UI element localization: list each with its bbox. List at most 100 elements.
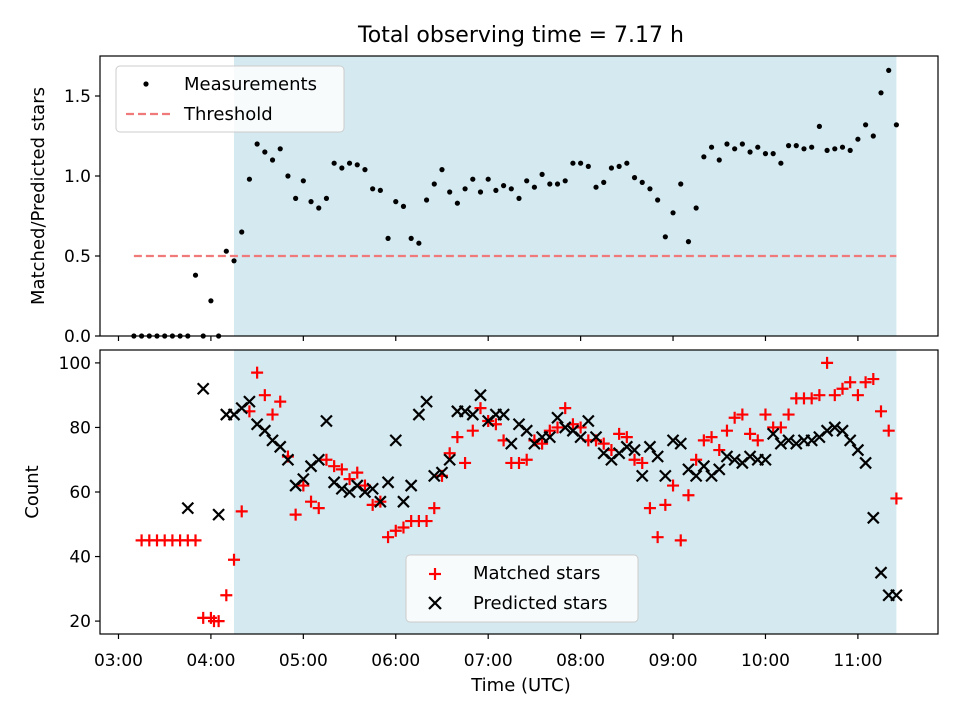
matched-star-point [466, 424, 479, 437]
predicted-star-point [782, 434, 795, 447]
measurement-point [508, 186, 514, 192]
measurement-point [839, 144, 846, 150]
x-tick-label: 09:00 [649, 651, 698, 671]
top-panel-frame [99, 55, 939, 337]
measurement-point [732, 146, 738, 152]
measurement-point [370, 186, 376, 192]
predicted-star-point [843, 434, 857, 447]
matched-star-point [451, 431, 464, 444]
predicted-star-point [551, 411, 564, 425]
measurement-point [539, 171, 545, 177]
matched-star-point [543, 424, 556, 437]
predicted-star-point [674, 437, 688, 450]
bottom-y-tick-label: 40 [69, 548, 91, 568]
predicted-star-point [427, 469, 441, 483]
matched-star-point [305, 495, 318, 508]
measurement-point [701, 154, 707, 160]
matched-star-point [274, 395, 287, 408]
matched-star-point [620, 431, 633, 444]
predicted-star-point [397, 495, 410, 508]
predicted-star-point [720, 450, 734, 463]
predicted-star-point [420, 395, 433, 408]
predicted-star-point [474, 388, 487, 402]
measurement-point [277, 146, 283, 152]
predicted-star-point [635, 469, 649, 483]
matched-star-point [713, 444, 726, 457]
measurement-point [724, 141, 730, 147]
predicted-star-point [320, 414, 333, 428]
matched-star-point [859, 376, 872, 389]
measurement-point [269, 157, 276, 163]
measurement-point [239, 229, 245, 235]
matched-star-point [613, 427, 626, 440]
matched-star-point [559, 402, 572, 415]
matched-star-point [813, 389, 826, 402]
matched-star-point [320, 453, 333, 466]
matched-star-point [821, 356, 834, 369]
measurement-point [670, 210, 676, 216]
predicted-star-point [743, 450, 757, 463]
matched-star-point [266, 408, 279, 421]
matched-star-point [343, 473, 356, 486]
matched-star-point [428, 502, 441, 515]
matched-star-point [312, 502, 325, 515]
top-y-tick-label: 1.5 [64, 87, 91, 107]
predicted-stars-series [181, 382, 903, 602]
measurement-point [585, 163, 591, 169]
measurement-point [855, 136, 861, 142]
threshold-legend-label: Threshold [183, 104, 273, 125]
matched-star-point [759, 408, 772, 421]
top-x-ticks [117, 336, 859, 341]
measurements-legend-label: Measurements [184, 74, 317, 95]
matched-star-point [297, 479, 310, 492]
measurement-point [785, 143, 792, 149]
measurement-point [886, 67, 892, 73]
measurements-legend-marker [143, 81, 149, 87]
matched-star-point [705, 431, 718, 444]
matched-star-point [805, 392, 818, 405]
measurement-point [308, 199, 314, 205]
top-y-tick-label: 0.0 [64, 327, 91, 347]
matched-star-point [397, 521, 410, 534]
top-y-tick-label: 1.0 [64, 167, 91, 187]
measurement-point [246, 176, 253, 182]
matched-star-point [836, 382, 849, 395]
measurement-point [323, 195, 330, 201]
bottom-y-tick-label: 20 [69, 612, 91, 632]
measurement-point [423, 197, 430, 203]
predicted-star-point [759, 453, 772, 467]
measurement-point [570, 160, 576, 166]
predicted-star-point [412, 408, 426, 421]
predicted-star-point [258, 424, 272, 437]
predicted-star-point [181, 501, 195, 515]
matched-stars-legend-marker [429, 568, 441, 580]
matched-star-point [228, 553, 241, 566]
matched-star-point [744, 427, 757, 440]
predicted-star-point [890, 588, 903, 602]
matched-star-point [682, 489, 695, 502]
predicted-star-point [443, 453, 456, 467]
x-tick-label: 11:00 [833, 651, 882, 671]
matched-star-point [628, 453, 641, 466]
matched-star-point [389, 524, 402, 537]
predicted-star-point [520, 424, 533, 437]
measurement-point [639, 179, 645, 185]
measurement-point [662, 234, 668, 240]
matched-star-point [867, 373, 880, 386]
measurement-point [870, 133, 876, 139]
predicted-star-point [435, 466, 449, 479]
measurement-point [231, 258, 237, 264]
bottom-panel: 20 40 60 80 100 03:00 04:00 05:00 06:00 07:00 08:… [22, 349, 939, 696]
top-panel: 0.0 0.5 1.0 1.5 Matched/Predicted stars Mea… [28, 55, 939, 347]
bottom-y-axis: 20 40 60 80 100 [59, 354, 100, 632]
predicted-star-point [404, 479, 418, 492]
measurement-point [393, 199, 399, 205]
predicted-star-point [859, 456, 872, 470]
measurement-point [447, 189, 453, 195]
measurement-point [616, 163, 622, 169]
measurement-point [862, 122, 869, 128]
matched-stars-series [135, 356, 903, 628]
x-tick-label: 08:00 [556, 651, 605, 671]
predicted-star-point [697, 459, 711, 473]
matched-star-point [667, 479, 680, 492]
